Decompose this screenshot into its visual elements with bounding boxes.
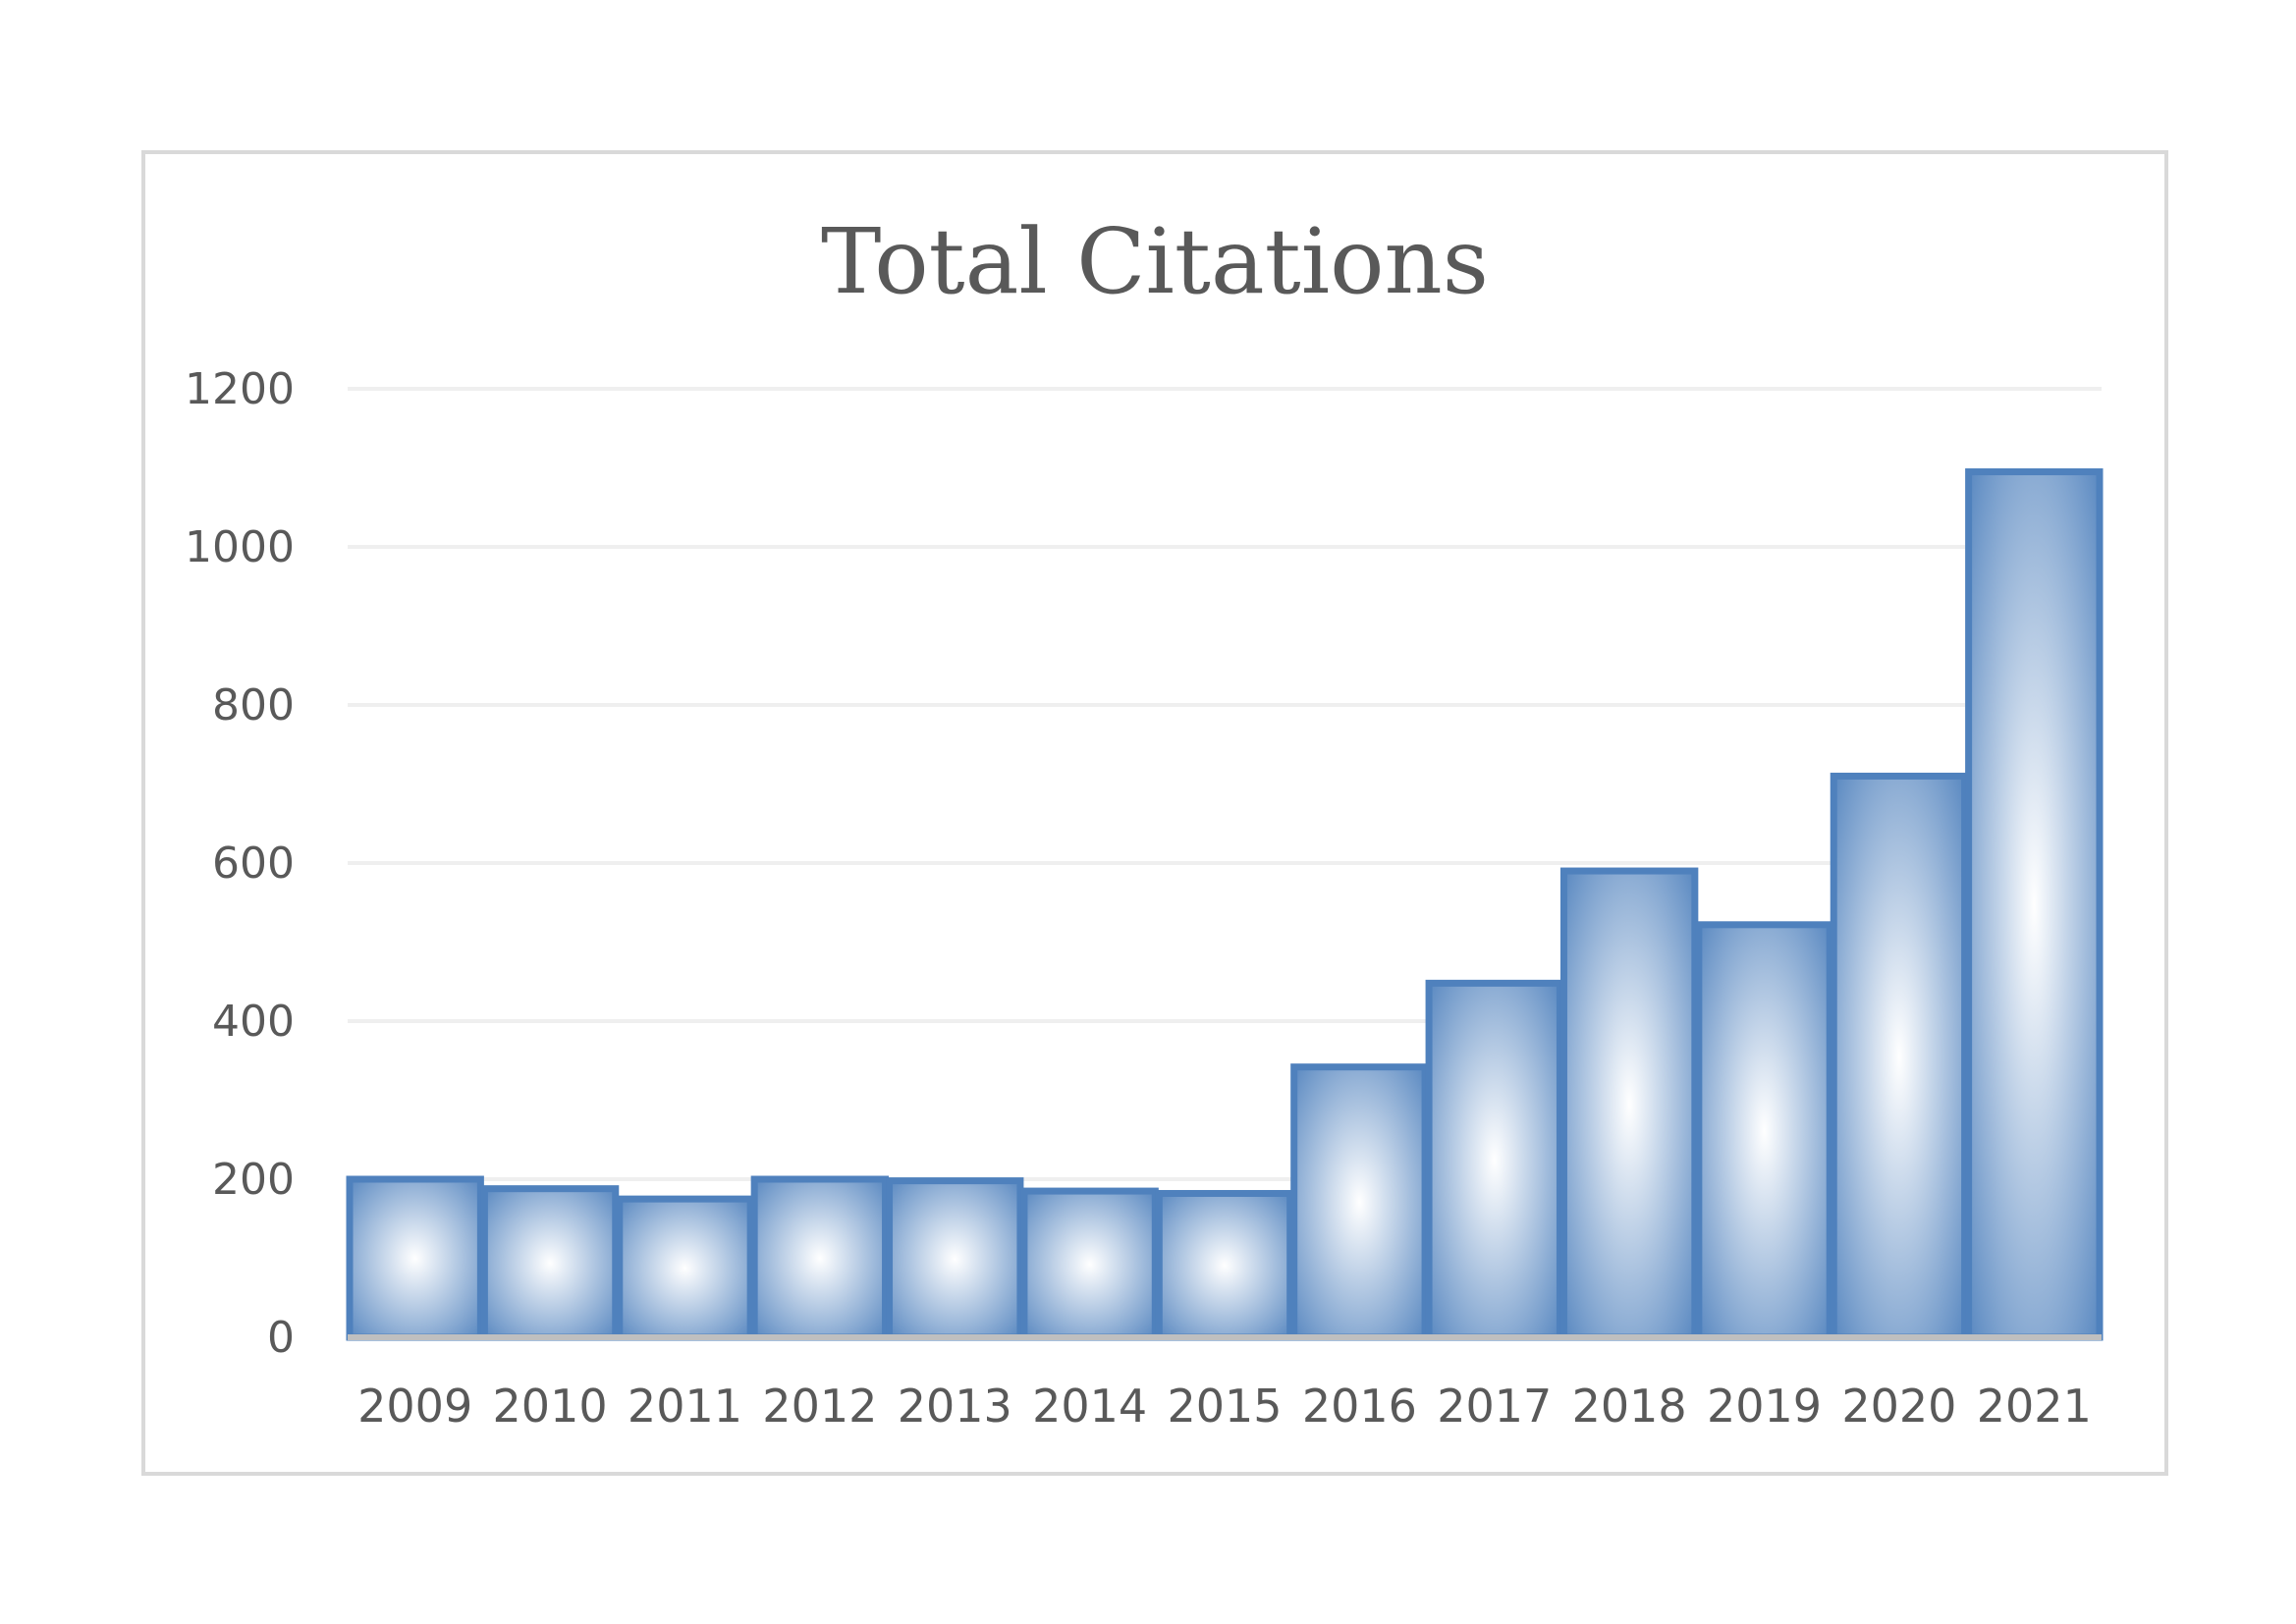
x-tick-label: 2013: [898, 1380, 1012, 1433]
bars: [346, 468, 2104, 1341]
x-tick-label: 2017: [1437, 1380, 1552, 1433]
bar-2014: [1020, 1187, 1159, 1341]
y-tick-label: 1200: [185, 364, 295, 414]
bar-2017: [1425, 979, 1563, 1341]
x-axis-tick-labels: 2009 2010 2011 2012 2013 2014 2015 2016 2017 2018…: [357, 1380, 2092, 1433]
x-tick-label: 2009: [357, 1380, 472, 1433]
bar-2021: [1965, 468, 2104, 1341]
y-tick-label: 600: [212, 839, 295, 889]
bar-2018: [1559, 867, 1699, 1341]
bar-2013: [886, 1177, 1024, 1341]
x-tick-label: 2011: [628, 1380, 742, 1433]
bar-2020: [1830, 772, 1969, 1341]
y-axis-tick-labels: 0 200 400 600 800 1000 1200: [185, 364, 295, 1363]
x-tick-label: 2012: [762, 1380, 877, 1433]
y-tick-label: 0: [267, 1313, 295, 1363]
bar-2012: [750, 1175, 890, 1341]
x-tick-label: 2019: [1707, 1380, 1822, 1433]
bar-2010: [480, 1185, 620, 1341]
chart-title: Total Citations: [821, 209, 1489, 314]
bar-2011: [616, 1195, 754, 1341]
x-tick-label: 2020: [1841, 1380, 1956, 1433]
x-tick-label: 2014: [1032, 1380, 1147, 1433]
y-tick-label: 1000: [185, 522, 295, 572]
x-tick-label: 2021: [1977, 1380, 2092, 1433]
x-tick-label: 2016: [1302, 1380, 1417, 1433]
y-tick-label: 400: [212, 997, 295, 1047]
y-tick-label: 800: [212, 680, 295, 731]
x-tick-label: 2015: [1167, 1380, 1282, 1433]
x-tick-label: 2018: [1572, 1380, 1687, 1433]
y-tick-label: 200: [212, 1155, 295, 1205]
bar-2009: [346, 1175, 484, 1341]
bar-2015: [1155, 1189, 1294, 1341]
bar-2016: [1290, 1063, 1429, 1341]
x-tick-label: 2010: [493, 1380, 608, 1433]
bar-2019: [1695, 921, 1833, 1341]
